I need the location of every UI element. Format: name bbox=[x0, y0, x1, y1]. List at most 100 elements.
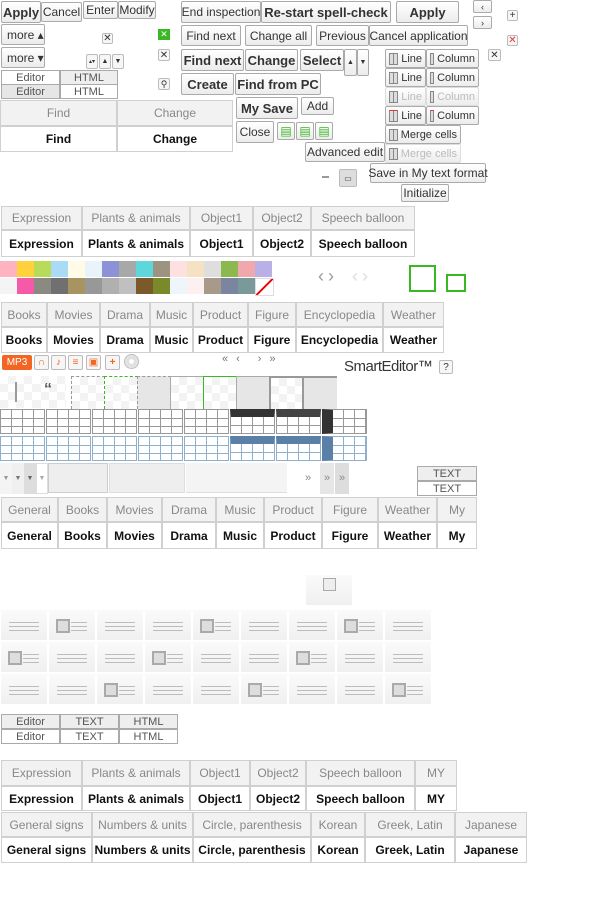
layout-thumbnail[interactable] bbox=[337, 642, 383, 672]
restart-spellcheck-button[interactable]: Re-start spell-check bbox=[261, 1, 391, 23]
merge-cells-button[interactable]: Merge cells bbox=[385, 144, 461, 163]
layout-thumbnail[interactable] bbox=[1, 642, 47, 672]
tab-circle-parenthesis-selected[interactable]: Circle, parenthesis bbox=[193, 837, 311, 863]
tab-speech-balloon[interactable]: Speech balloon bbox=[306, 760, 415, 786]
text-tab[interactable]: TEXT bbox=[417, 466, 477, 481]
dropdown-arrow-icon[interactable]: ▼ bbox=[12, 463, 24, 494]
tab-encyclopedia[interactable]: Encyclopedia bbox=[296, 302, 383, 327]
search-icon[interactable]: ⚲ bbox=[158, 78, 170, 90]
tab-speech-balloon[interactable]: Speech balloon bbox=[311, 206, 415, 230]
tab-figure-selected[interactable]: Figure bbox=[322, 522, 378, 549]
find-next-bold-button[interactable]: Find next bbox=[181, 49, 244, 71]
chevron-left-icon[interactable]: ‹ bbox=[473, 0, 492, 13]
pattern-swatch[interactable] bbox=[187, 278, 204, 294]
pattern-swatch[interactable] bbox=[136, 278, 153, 294]
tv-icon[interactable]: ▣ bbox=[86, 355, 101, 370]
tab-general-signs[interactable]: General signs bbox=[1, 812, 92, 837]
find-from-pc-button[interactable]: Find from PC bbox=[235, 73, 321, 95]
select-box[interactable] bbox=[48, 463, 108, 493]
layout-thumbnail[interactable] bbox=[193, 610, 239, 640]
tab-change-selected[interactable]: Change bbox=[117, 126, 233, 152]
green-close-icon[interactable]: ✕ bbox=[158, 29, 170, 40]
tab-general-signs-selected[interactable]: General signs bbox=[1, 837, 92, 863]
tab-html-inactive[interactable]: HTML bbox=[60, 84, 118, 99]
advanced-edit-button[interactable]: Advanced edit bbox=[305, 142, 385, 162]
select-button[interactable]: Select bbox=[300, 49, 344, 71]
tab-speech-balloon-selected[interactable]: Speech balloon bbox=[311, 230, 415, 257]
headphones-icon[interactable]: ∩ bbox=[34, 355, 49, 370]
border-thick-filled[interactable] bbox=[302, 376, 337, 410]
close-icon[interactable]: ✕ bbox=[488, 49, 501, 61]
table-style-3[interactable] bbox=[92, 409, 137, 434]
pattern-swatch[interactable] bbox=[68, 278, 85, 294]
tab-object2-selected[interactable]: Object2 bbox=[250, 786, 306, 811]
tab-greek-latin-selected[interactable]: Greek, Latin bbox=[365, 837, 455, 863]
modify-button[interactable]: Modify bbox=[118, 1, 156, 19]
insert-column-button[interactable]: Column bbox=[426, 106, 479, 125]
arrow-up-icon[interactable]: ▲ bbox=[344, 49, 357, 76]
tab-expression-selected[interactable]: Expression bbox=[1, 786, 82, 811]
plus-icon[interactable]: + bbox=[507, 10, 518, 21]
tab-plants-animals[interactable]: Plants & animals bbox=[82, 760, 190, 786]
mode-tab-text[interactable]: TEXT bbox=[60, 714, 119, 729]
tab-my-selected[interactable]: My bbox=[437, 522, 477, 549]
border-solid-filled[interactable] bbox=[236, 376, 270, 409]
color-swatch[interactable] bbox=[0, 261, 17, 277]
color-swatch[interactable] bbox=[119, 261, 136, 277]
tab-drama[interactable]: Drama bbox=[100, 302, 150, 327]
table-style-5[interactable] bbox=[184, 436, 229, 461]
more-arrows-icon[interactable]: » bbox=[320, 463, 334, 494]
previous-button[interactable]: Previous bbox=[316, 25, 369, 46]
color-swatch[interactable] bbox=[51, 261, 68, 277]
pattern-swatch[interactable] bbox=[170, 278, 187, 294]
tab-circle-parenthesis[interactable]: Circle, parenthesis bbox=[193, 812, 311, 837]
table-style-8[interactable] bbox=[322, 436, 367, 461]
tab-object1[interactable]: Object1 bbox=[190, 760, 250, 786]
layout-thumbnail[interactable] bbox=[49, 642, 95, 672]
select-box[interactable] bbox=[186, 463, 287, 493]
tab-object2[interactable]: Object2 bbox=[253, 206, 311, 230]
dropdown-arrow-icon[interactable]: ▼ bbox=[36, 463, 48, 494]
layout-thumbnail[interactable] bbox=[193, 674, 239, 704]
insert-row-button[interactable]: Line bbox=[385, 49, 426, 68]
tab-japanese-selected[interactable]: Japanese bbox=[455, 837, 527, 863]
more-down-button[interactable]: more ▾ bbox=[1, 47, 45, 68]
layout-thumbnail[interactable] bbox=[337, 674, 383, 704]
tab-object1-selected[interactable]: Object1 bbox=[190, 230, 253, 257]
border-dashed-grey[interactable] bbox=[71, 376, 105, 409]
pattern-swatch[interactable] bbox=[0, 278, 17, 294]
border-thick[interactable] bbox=[269, 376, 304, 410]
color-swatch[interactable] bbox=[136, 261, 153, 277]
layout-thumbnail[interactable] bbox=[97, 674, 143, 704]
tab-movies[interactable]: Movies bbox=[47, 302, 100, 327]
add-button[interactable]: Add bbox=[301, 97, 334, 115]
tab-expression[interactable]: Expression bbox=[1, 760, 82, 786]
apply-spell-button[interactable]: Apply bbox=[396, 1, 459, 23]
pattern-swatch[interactable] bbox=[85, 278, 102, 294]
tab-figure-selected[interactable]: Figure bbox=[248, 327, 296, 353]
tab-weather-selected[interactable]: Weather bbox=[378, 522, 437, 549]
tab-movies-selected[interactable]: Movies bbox=[107, 522, 162, 549]
prev-page-icon[interactable]: ‹ bbox=[236, 353, 240, 365]
layout-thumbnail[interactable] bbox=[49, 610, 95, 640]
tab-music-selected[interactable]: Music bbox=[150, 327, 193, 353]
help-icon[interactable]: ? bbox=[439, 360, 453, 374]
layout-thumbnail[interactable] bbox=[385, 674, 431, 704]
layout-thumbnail[interactable] bbox=[241, 674, 287, 704]
more-arrows-icon[interactable]: » bbox=[335, 463, 349, 494]
color-swatch[interactable] bbox=[204, 261, 221, 277]
chevron-right-icon[interactable]: › bbox=[473, 16, 492, 29]
table-style-4[interactable] bbox=[138, 436, 183, 461]
table-style-2[interactable] bbox=[46, 436, 91, 461]
tab-speech-balloon-selected[interactable]: Speech balloon bbox=[306, 786, 415, 811]
border-solid-grey[interactable] bbox=[170, 376, 204, 409]
color-swatch[interactable] bbox=[17, 261, 34, 277]
change-all-button[interactable]: Change all bbox=[245, 25, 312, 46]
my-save-button[interactable]: My Save bbox=[236, 97, 298, 119]
table-style-4[interactable] bbox=[138, 409, 183, 434]
tab-greek-latin[interactable]: Greek, Latin bbox=[365, 812, 455, 837]
border-solid-green[interactable] bbox=[203, 376, 237, 409]
pattern-swatch[interactable] bbox=[119, 278, 136, 294]
tab-object1-selected[interactable]: Object1 bbox=[190, 786, 250, 811]
text-tab[interactable]: TEXT bbox=[417, 481, 477, 496]
